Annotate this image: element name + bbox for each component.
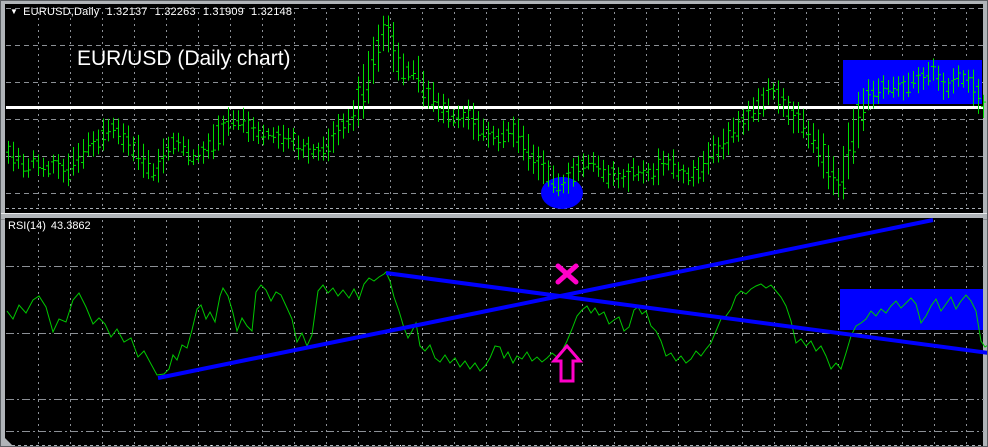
rsi-indicator-label: RSI(14) 43.3862: [8, 220, 91, 232]
quote-low: 1.31909: [202, 6, 244, 18]
resize-corner-icon[interactable]: [5, 438, 13, 446]
cross-mark[interactable]: [555, 263, 579, 285]
chart-title-label: EUR/USD (Daily chart): [77, 47, 291, 70]
chevron-down-icon[interactable]: ▼: [10, 7, 19, 16]
low-ellipse[interactable]: [541, 177, 583, 209]
symbol-period-label: EURUSD,Daily: [23, 6, 100, 18]
quote-open: 1.32137: [106, 6, 148, 18]
rsi-rising-trendline[interactable]: [157, 218, 934, 380]
symbol-info-bar: ▼ EURUSD,Daily 1.32137 1.32263 1.31909 1.3214…: [10, 6, 292, 18]
rsi-falling-trendline[interactable]: [385, 271, 988, 355]
up-arrow-mark[interactable]: [550, 343, 584, 383]
rsi-highlight-box: [840, 289, 983, 330]
quote-close: 1.32148: [251, 6, 293, 18]
rsi-value: 43.3862: [50, 220, 91, 232]
rsi-name: RSI(14): [8, 220, 46, 232]
rsi-line: [6, 271, 987, 376]
quote-high: 1.32263: [154, 6, 196, 18]
